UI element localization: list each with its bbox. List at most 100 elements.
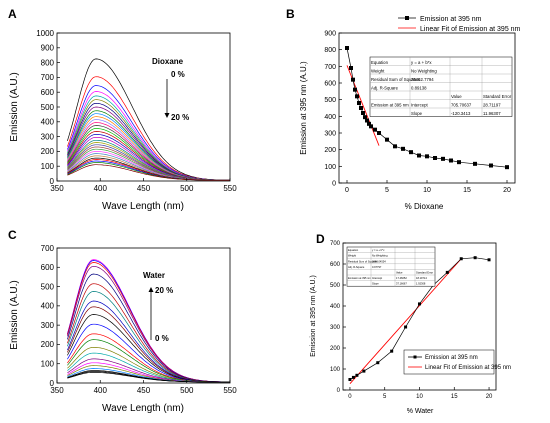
x-tick-label: 5 [383, 394, 387, 400]
y-tick-label: 700 [41, 73, 55, 82]
x-axis-label-c: Wave Length (nm) [102, 403, 184, 414]
legend-marker-b [405, 16, 409, 20]
y-tick-label: 500 [324, 97, 336, 104]
table-cell: Intercept [372, 276, 382, 280]
legend-scatter-label-d: Emission at 395 nm [425, 355, 478, 361]
data-point [433, 156, 437, 160]
arrow-head-a [164, 113, 170, 118]
x-axis-label-b: % Dioxane [405, 202, 444, 211]
annotation-top-c: 20 % [155, 286, 173, 295]
table-cell: Adj. R-Square [348, 265, 365, 269]
x-tick-label: 550 [223, 184, 237, 193]
table-cell: No Weighting [411, 69, 437, 74]
fit-table-frame [369, 56, 513, 117]
data-point [357, 101, 361, 105]
table-cell: Intercept [411, 103, 429, 108]
data-point [417, 153, 421, 158]
data-point [367, 121, 371, 126]
x-tick-label: 20 [503, 187, 511, 194]
y-tick-label: 600 [324, 80, 336, 87]
y-tick-label: 200 [41, 147, 55, 156]
table-cell: Slope [411, 111, 423, 116]
panel-letter-b: B [286, 7, 295, 21]
y-tick-label: 400 [330, 304, 341, 310]
chart-c: 350 400 450 500 550 0 100 200 300 400 500 600 700 Wa… [9, 244, 237, 414]
axis-ticks-a: 350 400 450 500 550 0 100 200 300 400 500 600 700 800… [36, 29, 237, 193]
fit-table-b: Equation y = a + b*x Weight No Weighting Res… [369, 56, 513, 117]
arrow-head-c [148, 287, 154, 292]
x-tick-label: 15 [463, 187, 471, 194]
x-tick-label: 20 [486, 394, 493, 400]
x-tick-label: 450 [137, 386, 151, 395]
panel-letter-d: D [316, 232, 325, 246]
x-tick-label: 400 [94, 184, 108, 193]
x-tick-label: 500 [180, 184, 194, 193]
chart-a: 350 400 450 500 550 0 100 200 300 400 500 600 700 800… [9, 29, 237, 212]
data-point [365, 118, 369, 123]
y-tick-label: 200 [41, 340, 55, 349]
y-tick-label: 0 [332, 180, 336, 187]
data-point [473, 161, 477, 166]
data-points-b [345, 46, 509, 170]
data-point [376, 361, 380, 365]
table-cell: y = a + b*x [411, 60, 432, 65]
data-point [418, 302, 421, 306]
axis-ticks-c: 350 400 450 500 550 0 100 200 300 400 500 600 700 [41, 244, 238, 395]
y-tick-label: 100 [41, 162, 55, 171]
data-point [390, 349, 394, 353]
data-point [487, 258, 491, 262]
data-point [457, 160, 461, 165]
data-point [345, 46, 349, 50]
data-point [363, 115, 367, 120]
y-tick-label: 400 [324, 114, 336, 121]
x-axis-label-a: Wave Length (nm) [102, 201, 184, 212]
data-point [353, 87, 357, 92]
legend-d: Emission at 395 nm Linear Fit of Emissio… [403, 349, 511, 375]
table-cell: 11.96307 [483, 111, 501, 116]
data-point [409, 150, 413, 155]
x-tick-label: 350 [50, 386, 64, 395]
table-cell: 28.71197 [483, 103, 501, 108]
y-tick-label: 0 [337, 388, 341, 394]
data-point [385, 137, 389, 142]
data-point [351, 77, 355, 82]
table-cell: Emission at 395 nm [348, 276, 371, 280]
table-cell: -120.3413 [451, 111, 471, 116]
y-tick-label: 1000 [36, 29, 54, 38]
table-cell: 17.46052 [396, 276, 407, 280]
table-cell: 25462.7794 [411, 77, 434, 82]
legend-b: Emission at 395 nm Linear Fit of Emissio… [398, 16, 521, 33]
data-point [473, 256, 477, 260]
table-cell: 705.70637 [451, 103, 472, 108]
table-cell: y = a + b*x [372, 248, 385, 252]
y-tick-label: 300 [41, 132, 55, 141]
y-tick-label: 900 [41, 44, 55, 53]
y-tick-label: 100 [324, 164, 336, 171]
y-tick-label: 500 [41, 282, 55, 291]
y-tick-label: 200 [324, 147, 336, 154]
legend-fit-label-b: Linear Fit of Emission at 395 nm [420, 26, 521, 33]
y-axis-label-b: Emission at 395 nm (A.U.) [299, 61, 308, 155]
spectra-curves-c [67, 259, 231, 383]
data-point [369, 124, 373, 129]
data-point [445, 270, 449, 274]
legend-box-d [403, 349, 495, 375]
table-cell: Slope [372, 282, 379, 286]
data-point [401, 146, 405, 151]
annotation-bottom-a: 20 % [171, 113, 189, 122]
data-point [355, 373, 359, 377]
table-cell: 0.97797 [372, 265, 382, 269]
legend-scatter-label-b: Emission at 395 nm [420, 16, 482, 23]
x-tick-label: 350 [50, 184, 64, 193]
table-cell: Weight [371, 69, 385, 74]
y-tick-label: 900 [324, 30, 336, 37]
data-point [425, 154, 429, 159]
data-point [351, 375, 355, 379]
data-point [441, 156, 445, 161]
table-cell: Value [396, 271, 403, 275]
y-axis-label-c: Emission (A.U.) [9, 280, 20, 349]
